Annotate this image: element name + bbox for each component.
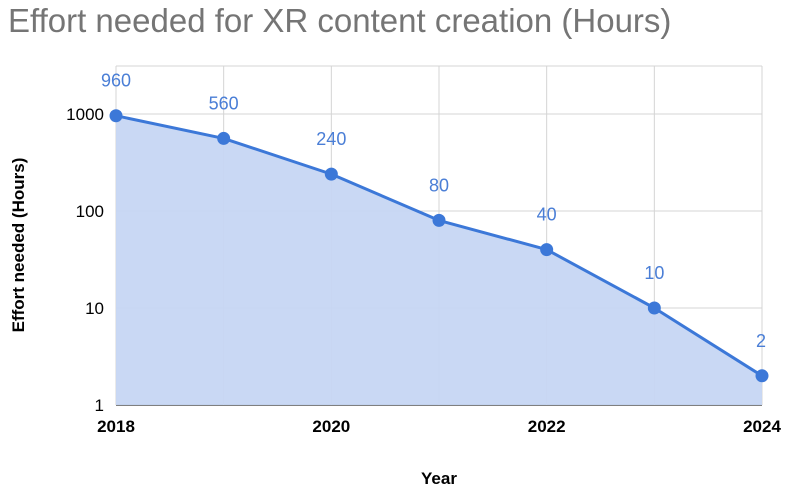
series-area [116,115,762,405]
y-tick-label: 1000 [66,105,104,124]
data-point [324,167,338,181]
y-tick-label: 1 [95,396,104,415]
data-label: 80 [429,175,449,195]
data-label: 960 [101,71,131,91]
data-point [755,369,769,383]
data-point [647,301,661,315]
x-tick-label: 2024 [743,417,781,436]
data-label: 10 [644,263,664,283]
data-point [109,109,123,123]
chart-title: Effort needed for XR content creation (H… [8,2,672,39]
data-label: 2 [756,331,766,351]
y-tick-label: 10 [85,299,104,318]
data-point [432,213,446,227]
data-label: 240 [316,129,346,149]
data-label: 560 [209,93,239,113]
x-axis-label: Year [421,469,457,488]
y-tick-label: 100 [76,202,104,221]
x-tick-label: 2020 [312,417,350,436]
x-tick-label: 2022 [528,417,566,436]
data-label: 40 [537,205,557,225]
data-point [217,131,231,145]
data-point [540,243,554,257]
x-tick-label: 2018 [97,417,135,436]
